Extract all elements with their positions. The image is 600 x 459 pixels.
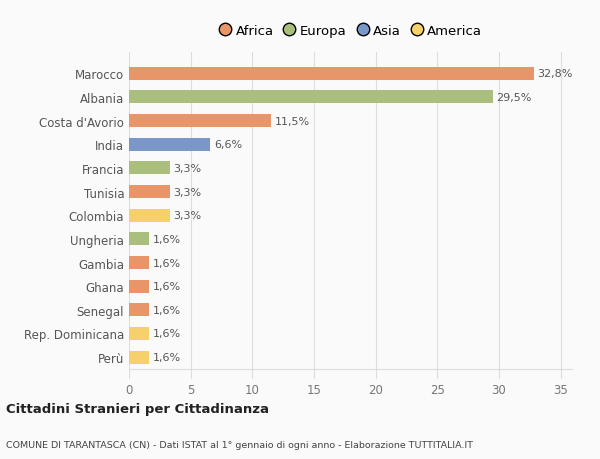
Bar	[129, 280, 149, 293]
Text: 1,6%: 1,6%	[152, 353, 181, 362]
Text: 1,6%: 1,6%	[152, 281, 181, 291]
Bar	[129, 67, 533, 81]
Bar	[129, 162, 170, 175]
Bar	[129, 139, 211, 151]
Text: 32,8%: 32,8%	[537, 69, 572, 79]
Bar	[129, 351, 149, 364]
Text: 3,3%: 3,3%	[173, 211, 202, 221]
Bar	[129, 327, 149, 340]
Text: 6,6%: 6,6%	[214, 140, 242, 150]
Legend: Africa, Europa, Asia, America: Africa, Europa, Asia, America	[217, 22, 485, 40]
Text: 1,6%: 1,6%	[152, 329, 181, 339]
Text: 3,3%: 3,3%	[173, 163, 202, 174]
Bar	[129, 115, 271, 128]
Text: 1,6%: 1,6%	[152, 258, 181, 268]
Bar	[129, 304, 149, 317]
Bar	[129, 91, 493, 104]
Bar	[129, 185, 170, 199]
Bar	[129, 257, 149, 269]
Text: 1,6%: 1,6%	[152, 305, 181, 315]
Bar	[129, 209, 170, 222]
Text: 11,5%: 11,5%	[275, 116, 310, 126]
Text: 3,3%: 3,3%	[173, 187, 202, 197]
Text: COMUNE DI TARANTASCA (CN) - Dati ISTAT al 1° gennaio di ogni anno - Elaborazione: COMUNE DI TARANTASCA (CN) - Dati ISTAT a…	[6, 440, 473, 449]
Bar	[129, 233, 149, 246]
Text: 29,5%: 29,5%	[497, 93, 532, 103]
Text: Cittadini Stranieri per Cittadinanza: Cittadini Stranieri per Cittadinanza	[6, 403, 269, 415]
Text: 1,6%: 1,6%	[152, 235, 181, 244]
